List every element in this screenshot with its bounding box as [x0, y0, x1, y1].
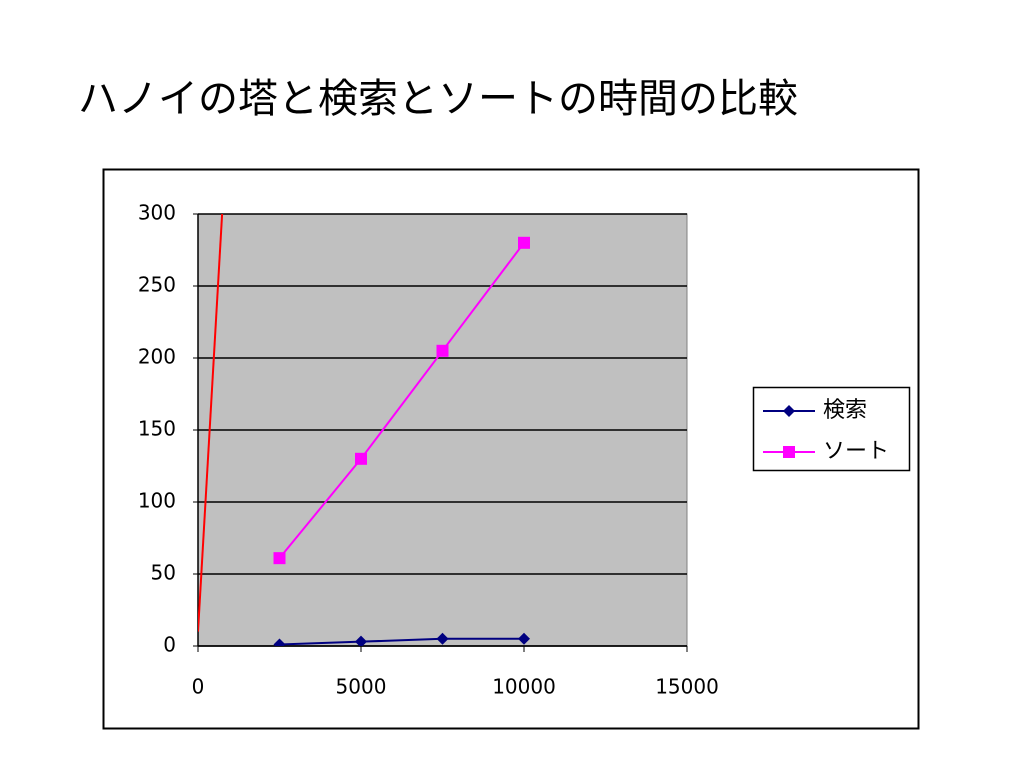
marker — [783, 446, 795, 458]
y-tick-label: 250 — [138, 273, 176, 297]
legend-box — [752, 386, 911, 472]
series-line — [198, 214, 224, 632]
y-tick-label: 100 — [138, 489, 176, 513]
x-tick-label: 15000 — [655, 675, 719, 699]
legend-label: 検索 — [823, 398, 867, 423]
y-tick-label: 300 — [138, 201, 176, 225]
legend-label: ソート — [823, 439, 889, 464]
marker — [355, 635, 367, 646]
plot-series — [198, 214, 530, 646]
marker — [273, 638, 286, 646]
x-tick-label: 0 — [192, 675, 205, 699]
marker — [436, 632, 449, 645]
marker — [783, 405, 795, 417]
series-line — [278, 242, 525, 559]
marker — [273, 552, 286, 565]
marker — [518, 236, 530, 249]
x-tick-label: 5000 — [336, 675, 387, 699]
marker — [355, 452, 367, 465]
y-tick-label: 0 — [163, 633, 176, 657]
marker — [518, 632, 530, 645]
chart-title: ハノイの塔と検索とソートの時間の比較 — [78, 76, 798, 122]
y-tick-label: 150 — [138, 417, 176, 441]
marker — [436, 344, 449, 357]
series-line — [279, 637, 524, 646]
y-tick-label: 50 — [151, 561, 176, 585]
y-tick-label: 200 — [138, 345, 176, 369]
x-tick-label: 10000 — [492, 675, 556, 699]
